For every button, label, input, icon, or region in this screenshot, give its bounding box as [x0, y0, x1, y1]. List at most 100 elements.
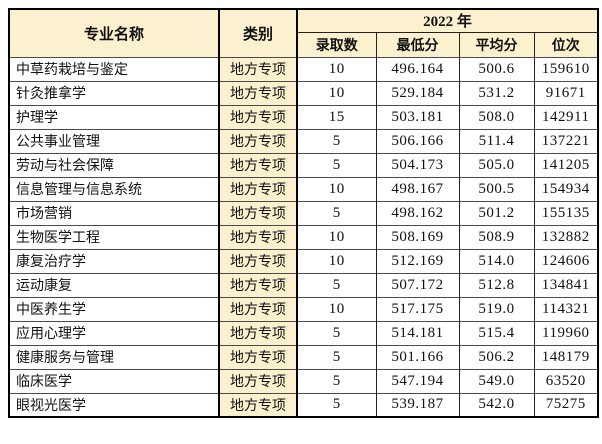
category-cell: 地方专项 — [218, 272, 297, 297]
major-cell: 康复治疗学 — [9, 248, 219, 273]
table-body: 中草药栽培与鉴定 地方专项 10 496.164 500.6 159610 针灸推拿学 地方专… — [9, 56, 599, 417]
col-header-admitted-count: 录取数 — [296, 31, 376, 57]
table-row: 临床医学 地方专项 5 547.194 549.0 63520 — [9, 368, 599, 393]
col-header-year-2022: 2022 年 — [295, 9, 599, 32]
min-score-cell: 539.187 — [375, 392, 459, 417]
table-row: 中草药栽培与鉴定 地方专项 10 496.164 500.6 159610 — [9, 56, 599, 81]
avg-score-cell: 508.9 — [458, 224, 534, 249]
avg-score-cell: 542.0 — [458, 392, 534, 417]
count-cell: 10 — [296, 80, 376, 105]
table-row: 眼视光医学 地方专项 5 539.187 542.0 75275 — [9, 392, 599, 417]
major-cell: 运动康复 — [9, 272, 219, 297]
count-cell: 5 — [296, 152, 376, 177]
count-cell: 5 — [296, 320, 376, 345]
count-cell: 5 — [296, 344, 376, 369]
category-cell: 地方专项 — [218, 56, 297, 81]
rank-cell: 137221 — [533, 128, 599, 153]
count-cell: 5 — [296, 392, 376, 417]
count-cell: 10 — [296, 56, 376, 81]
header-row-sub: 录取数 最低分 平均分 位次 — [9, 31, 599, 57]
category-cell: 地方专项 — [218, 152, 297, 177]
major-cell: 中草药栽培与鉴定 — [9, 56, 219, 81]
category-cell: 地方专项 — [218, 128, 297, 153]
min-score-cell: 508.169 — [375, 224, 459, 249]
avg-score-cell: 511.4 — [458, 128, 534, 153]
min-score-cell: 547.194 — [375, 368, 459, 393]
min-score-cell: 514.181 — [375, 320, 459, 345]
category-cell: 地方专项 — [218, 248, 297, 273]
table-row: 市场营销 地方专项 5 498.162 501.2 155135 — [9, 200, 599, 225]
rank-cell: 132882 — [533, 224, 599, 249]
table-row: 信息管理与信息系统 地方专项 10 498.167 500.5 154934 — [9, 176, 599, 201]
table-header: 专业名称 类别 2022 年 录取数 最低分 平均分 位次 — [9, 9, 599, 57]
avg-score-cell: 519.0 — [458, 296, 534, 321]
table-row: 公共事业管理 地方专项 5 506.166 511.4 137221 — [9, 128, 599, 153]
col-header-category: 类别 — [218, 9, 297, 57]
category-cell: 地方专项 — [218, 296, 297, 321]
min-score-cell: 498.167 — [375, 176, 459, 201]
avg-score-cell: 506.2 — [458, 344, 534, 369]
table-row: 康复治疗学 地方专项 10 512.169 514.0 124606 — [9, 248, 599, 273]
rank-cell: 148179 — [533, 344, 599, 369]
min-score-cell: 529.184 — [375, 80, 459, 105]
category-cell: 地方专项 — [218, 224, 297, 249]
col-header-min-score: 最低分 — [375, 31, 459, 57]
rank-cell: 134841 — [533, 272, 599, 297]
min-score-cell: 496.164 — [375, 56, 459, 81]
major-cell: 护理学 — [9, 104, 219, 129]
header-row-year: 专业名称 类别 2022 年 — [9, 9, 599, 57]
rank-cell: 154934 — [533, 176, 599, 201]
admissions-table: 专业名称 类别 2022 年 录取数 最低分 平均分 位次 中草药栽培与鉴定 地方… — [8, 8, 600, 418]
min-score-cell: 504.173 — [375, 152, 459, 177]
major-cell: 信息管理与信息系统 — [9, 176, 219, 201]
avg-score-cell: 508.0 — [458, 104, 534, 129]
category-cell: 地方专项 — [218, 320, 297, 345]
avg-score-cell: 500.6 — [458, 56, 534, 81]
min-score-cell: 498.162 — [375, 200, 459, 225]
avg-score-cell: 500.5 — [458, 176, 534, 201]
count-cell: 5 — [296, 272, 376, 297]
min-score-cell: 507.172 — [375, 272, 459, 297]
major-cell: 生物医学工程 — [9, 224, 219, 249]
col-header-avg-score: 平均分 — [458, 31, 534, 57]
major-cell: 应用心理学 — [9, 320, 219, 345]
category-cell: 地方专项 — [218, 80, 297, 105]
count-cell: 10 — [296, 296, 376, 321]
col-header-major: 专业名称 — [9, 9, 219, 57]
rank-cell: 142911 — [533, 104, 599, 129]
category-cell: 地方专项 — [218, 368, 297, 393]
min-score-cell: 512.169 — [375, 248, 459, 273]
table-row: 中医养生学 地方专项 10 517.175 519.0 114321 — [9, 296, 599, 321]
avg-score-cell: 514.0 — [458, 248, 534, 273]
avg-score-cell: 505.0 — [458, 152, 534, 177]
major-cell: 公共事业管理 — [9, 128, 219, 153]
table-row: 劳动与社会保障 地方专项 5 504.173 505.0 141205 — [9, 152, 599, 177]
major-cell: 市场营销 — [9, 200, 219, 225]
min-score-cell: 501.166 — [375, 344, 459, 369]
rank-cell: 119960 — [533, 320, 599, 345]
rank-cell: 159610 — [533, 56, 599, 81]
rank-cell: 75275 — [533, 392, 599, 417]
major-cell: 针灸推拿学 — [9, 80, 219, 105]
min-score-cell: 506.166 — [375, 128, 459, 153]
rank-cell: 63520 — [533, 368, 599, 393]
avg-score-cell: 501.2 — [458, 200, 534, 225]
rank-cell: 124606 — [533, 248, 599, 273]
avg-score-cell: 515.4 — [458, 320, 534, 345]
major-cell: 健康服务与管理 — [9, 344, 219, 369]
table-row: 应用心理学 地方专项 5 514.181 515.4 119960 — [9, 320, 599, 345]
category-cell: 地方专项 — [218, 104, 297, 129]
table-row: 健康服务与管理 地方专项 5 501.166 506.2 148179 — [9, 344, 599, 369]
count-cell: 10 — [296, 248, 376, 273]
rank-cell: 141205 — [533, 152, 599, 177]
count-cell: 5 — [296, 200, 376, 225]
category-cell: 地方专项 — [218, 392, 297, 417]
table-row: 针灸推拿学 地方专项 10 529.184 531.2 91671 — [9, 80, 599, 105]
count-cell: 5 — [296, 128, 376, 153]
table-row: 护理学 地方专项 15 503.181 508.0 142911 — [9, 104, 599, 129]
min-score-cell: 517.175 — [375, 296, 459, 321]
category-cell: 地方专项 — [218, 200, 297, 225]
min-score-cell: 503.181 — [375, 104, 459, 129]
avg-score-cell: 549.0 — [458, 368, 534, 393]
